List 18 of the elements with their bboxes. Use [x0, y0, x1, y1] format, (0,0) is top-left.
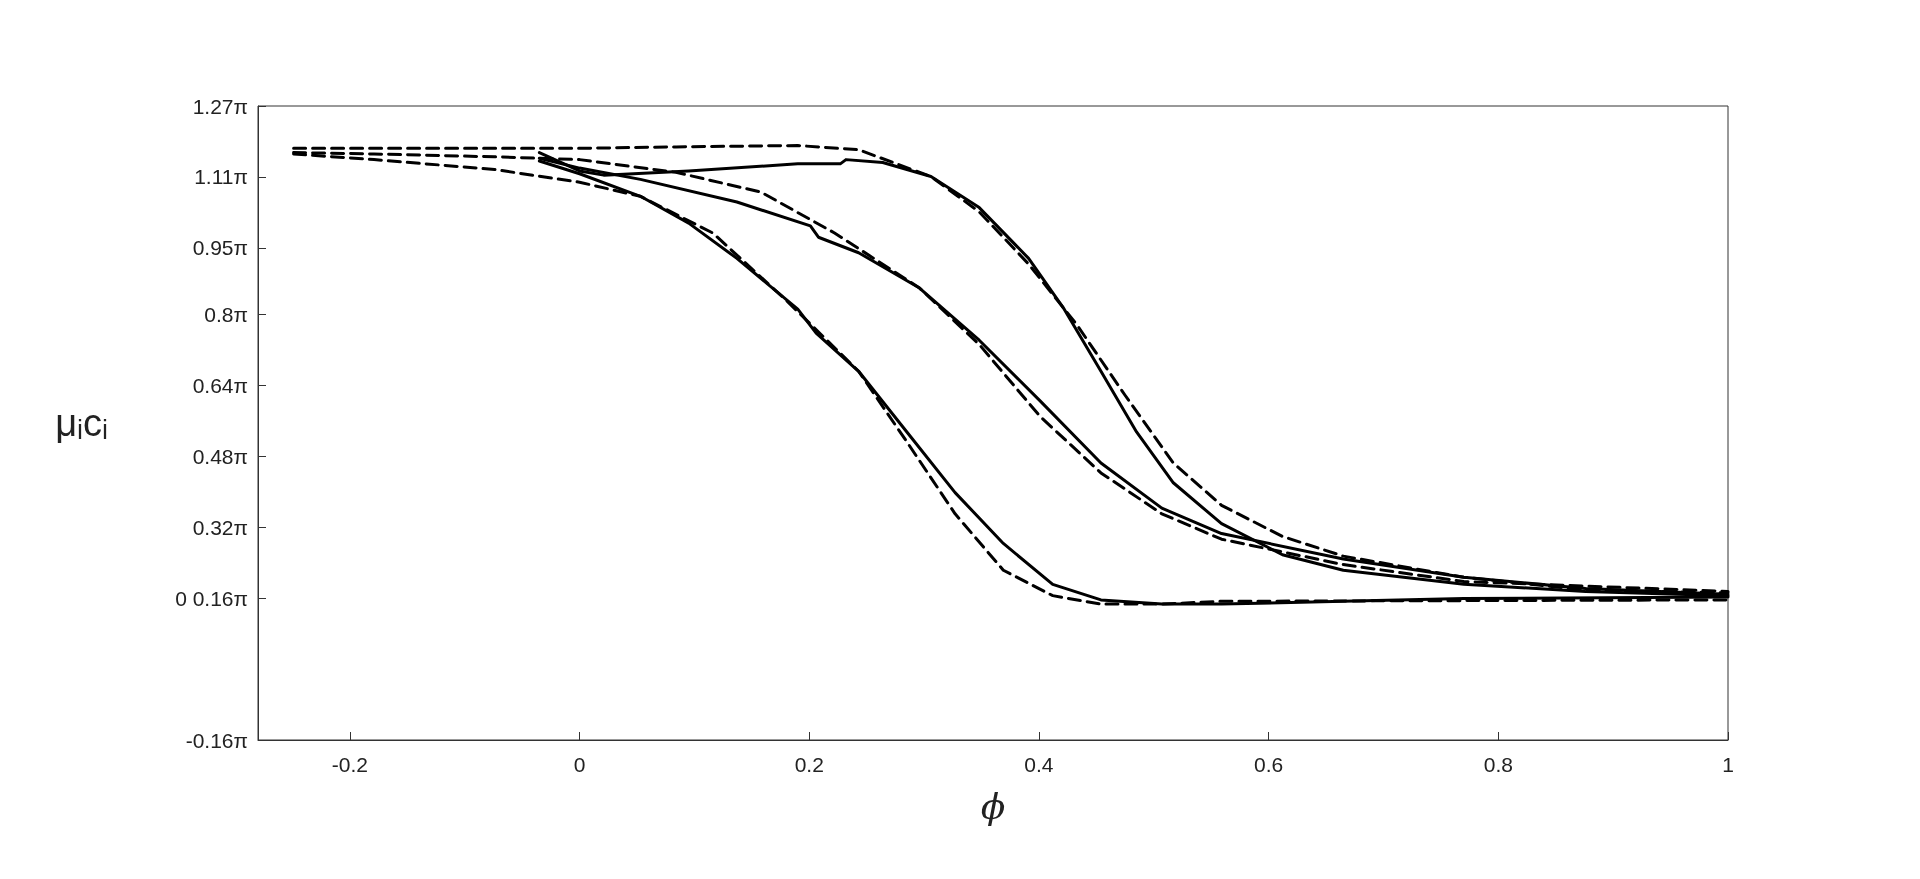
x-axis-title: ϕ [980, 785, 1006, 827]
y-axis-title: μᵢcᵢ [55, 402, 108, 444]
x-tick-label: -0.2 [331, 753, 368, 776]
x-tick-label: 0 [573, 753, 586, 776]
y-tick-label: 0 0.16π [175, 586, 248, 610]
x-tick-label: 0.6 [1254, 753, 1284, 776]
y-tick-label: 0.32π [192, 515, 248, 539]
x-tick-label: 0.4 [1024, 753, 1054, 776]
y-tick-label: 0.48π [192, 444, 248, 468]
y-tick-label: 1.11π [194, 165, 248, 189]
x-tick-label: 0.8 [1483, 753, 1513, 776]
y-tick-label: 0.8π [204, 302, 248, 326]
y-tick-label: 0.95π [192, 236, 248, 260]
y-tick-label: 0.64π [192, 373, 248, 397]
y-tick-label: 1.27π [192, 94, 248, 118]
x-tick-label: 0.2 [794, 753, 824, 776]
x-tick-label: 1 [1722, 753, 1734, 776]
y-tick-label: -0.16π [185, 728, 248, 752]
